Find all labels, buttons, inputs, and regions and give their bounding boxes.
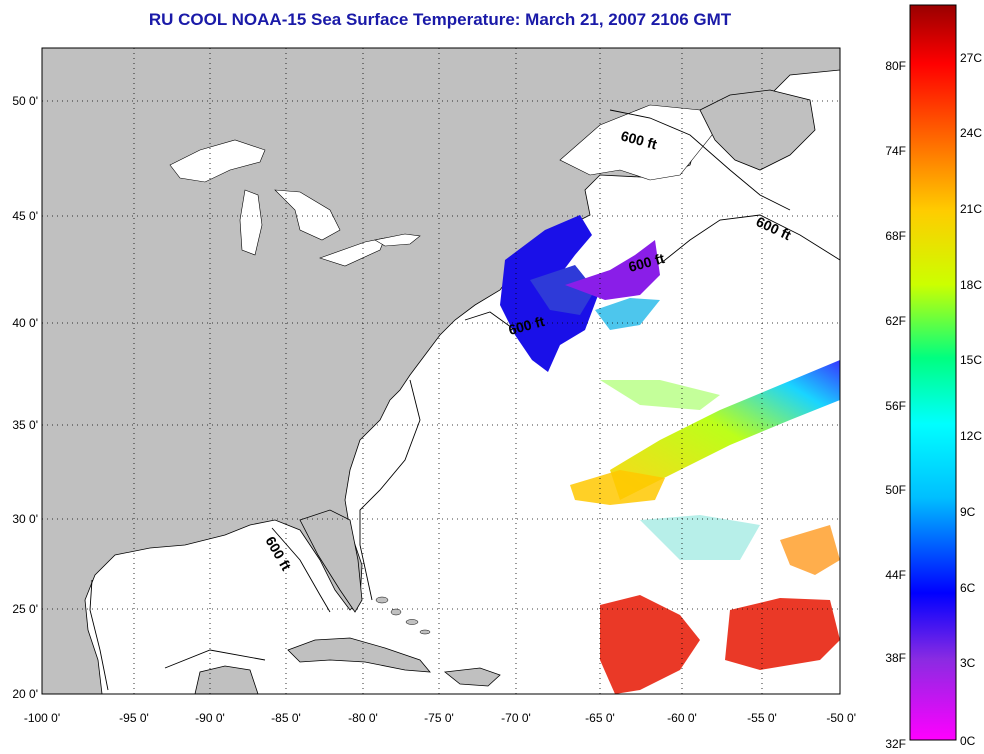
colorbar-f-label: 38F [885, 651, 906, 665]
sst-gulf-stream [610, 360, 840, 500]
sst-mid-cyan [640, 515, 760, 560]
colorbar-f-label: 32F [885, 737, 906, 751]
colorbar-f-label: 68F [885, 229, 906, 243]
colorbar-c-label: 0C [960, 734, 976, 748]
sst-warm-south [600, 595, 700, 694]
colorbar-c-label: 18C [960, 278, 982, 292]
lon-tick: -80 0' [348, 711, 378, 725]
bahamas [375, 596, 431, 635]
colorbar-c-label: 15C [960, 353, 982, 367]
lat-tick: 40 0' [12, 316, 38, 330]
sst-scotian-shelf [565, 240, 660, 300]
sst-slope-cyan [595, 298, 660, 330]
graticule [42, 48, 840, 694]
lat-tick: 45 0' [12, 209, 38, 223]
sst-warm-core [570, 470, 665, 505]
colorbar-gradient [909, 4, 957, 741]
hispaniola [443, 667, 501, 687]
map-frame [41, 47, 841, 695]
colorbar-f-label: 62F [885, 314, 906, 328]
colorbar-c-label: 21C [960, 202, 982, 216]
lake-ontario [374, 233, 421, 247]
lat-tick: 30 0' [12, 512, 38, 526]
colorbar-c-label: 27C [960, 51, 982, 65]
lon-tick: -50 0' [826, 711, 856, 725]
lon-tick: -65 0' [585, 711, 615, 725]
sst-orange-patches [780, 525, 840, 575]
colorbar-f-label: 50F [885, 483, 906, 497]
lake-superior [169, 139, 266, 183]
sst-green-band [600, 380, 720, 410]
sst-warm-southeast [725, 598, 840, 670]
lon-tick: -85 0' [271, 711, 301, 725]
colorbar-f-label: 74F [885, 144, 906, 158]
latitude-axis: 50 0' 45 0' 40 0' 35 0' 30 0' 25 0' 20 0… [12, 94, 38, 701]
lon-tick: -70 0' [501, 711, 531, 725]
lake-michigan [239, 189, 263, 256]
gulf-of-st-lawrence [559, 104, 721, 181]
lon-tick: -60 0' [667, 711, 697, 725]
colorbar-c-label: 3C [960, 656, 976, 670]
lat-tick: 25 0' [12, 602, 38, 616]
lat-tick: 50 0' [12, 94, 38, 108]
colorbar: 80F 74F 68F 62F 56F 50F 44F 38F 32F 27C … [885, 4, 982, 751]
lat-tick: 20 0' [12, 687, 38, 701]
map-title: RU COOL NOAA-15 Sea Surface Temperature:… [148, 10, 732, 29]
lon-tick: -55 0' [747, 711, 777, 725]
lake-huron [274, 189, 341, 241]
lon-tick: -95 0' [119, 711, 149, 725]
yucatan [194, 665, 259, 694]
colorbar-f-label: 56F [885, 399, 906, 413]
colorbar-f-label: 44F [885, 568, 906, 582]
colorbar-c-label: 12C [960, 429, 982, 443]
colorbar-c-label: 24C [960, 126, 982, 140]
sst-gulf-of-maine [530, 265, 595, 315]
colorbar-c-label: 9C [960, 505, 976, 519]
newfoundland [699, 89, 816, 171]
longitude-axis: -100 0' -95 0' -90 0' -85 0' -80 0' -75 … [24, 711, 856, 725]
lat-tick: 35 0' [12, 418, 38, 432]
florida [299, 509, 363, 613]
cuba [287, 637, 431, 673]
colorbar-c-label: 6C [960, 581, 976, 595]
lon-tick: -75 0' [424, 711, 454, 725]
lon-tick: -100 0' [24, 711, 60, 725]
lon-tick: -90 0' [195, 711, 225, 725]
colorbar-f-label: 80F [885, 59, 906, 73]
